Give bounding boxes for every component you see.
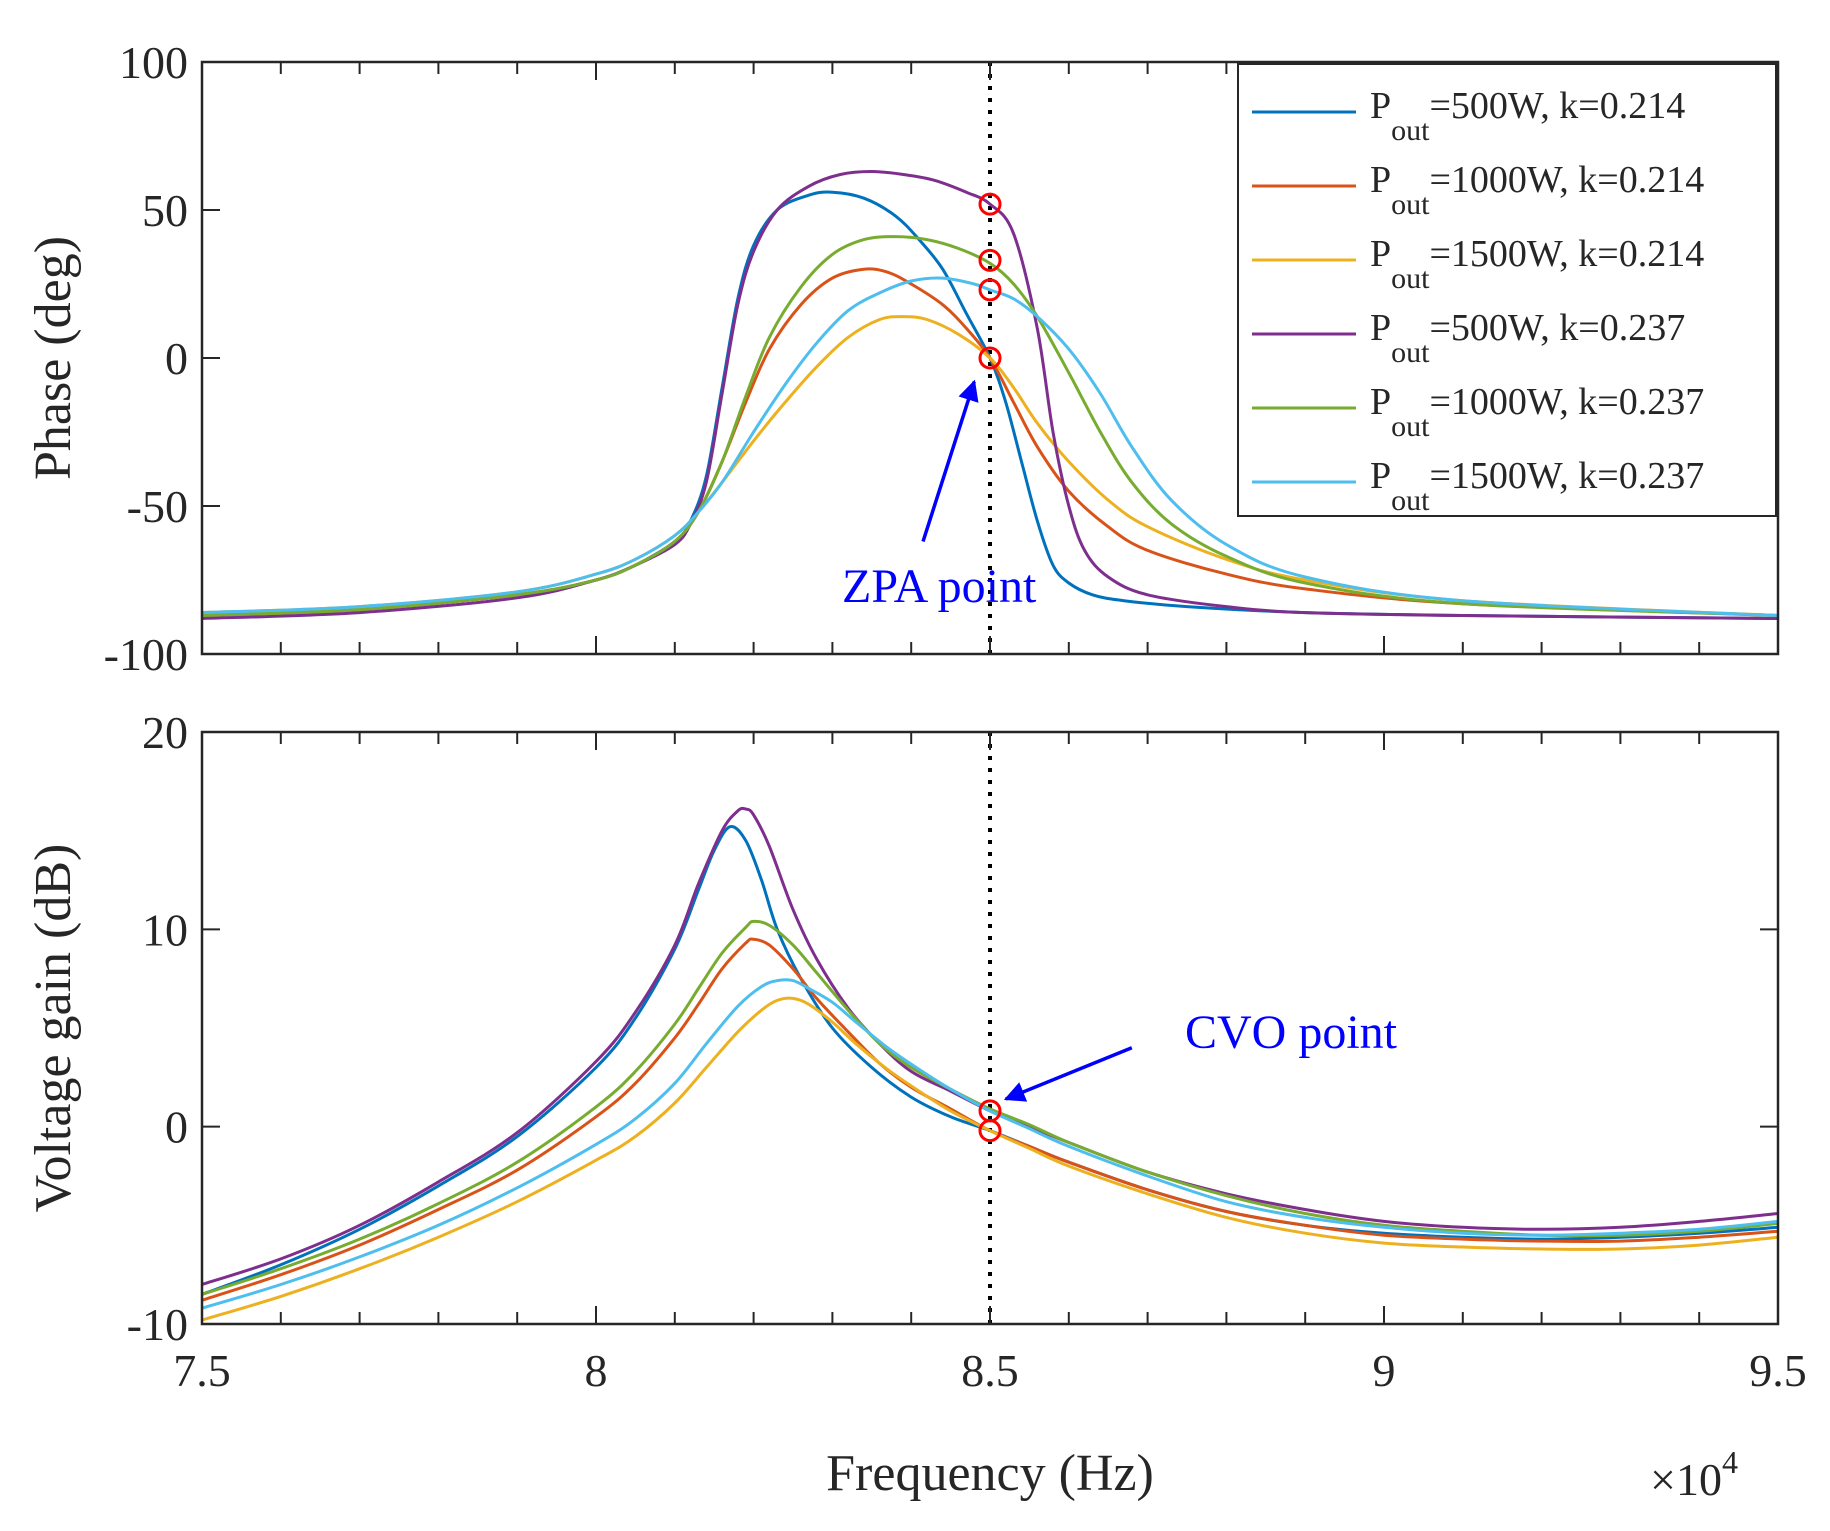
x-axis-label: Frequency (Hz) xyxy=(826,1445,1154,1502)
zpa-point-label: ZPA point xyxy=(842,560,1037,613)
legend-label: Pout=1000W, k=0.237 xyxy=(1370,381,1704,443)
y-tick-label: -100 xyxy=(104,629,188,680)
gain-plot: 7.5 8 8.5 9 9.5 -10 0 10 20 Voltage gain (dB) CV… xyxy=(25,707,1807,1396)
phase-markers xyxy=(978,192,1002,370)
legend: Pout=500W, k=0.214 Pout=1000W, k=0.214 Pou… xyxy=(1237,63,1777,517)
cvo-arrow xyxy=(1003,1046,1133,1102)
gain-series-lines xyxy=(201,806,1779,1322)
series-line xyxy=(201,235,1779,617)
series-line xyxy=(201,824,1779,1296)
x-tick-label: 8 xyxy=(585,1345,608,1396)
gain-ticks: 7.5 8 8.5 9 9.5 -10 0 10 20 xyxy=(127,707,1807,1396)
gain-markers xyxy=(978,1099,1002,1143)
legend-label: Pout=500W, k=0.214 xyxy=(1370,85,1685,147)
y-tick-label: 0 xyxy=(165,1102,188,1153)
marker-circle xyxy=(978,1119,1002,1143)
marker-circle xyxy=(978,192,1002,216)
x-tick-label: 7.5 xyxy=(173,1345,231,1396)
gain-y-axis-label: Voltage gain (dB) xyxy=(25,844,82,1213)
y-tick-label: -50 xyxy=(127,481,188,532)
phase-y-axis-label: Phase (deg) xyxy=(25,236,82,480)
y-tick-label: 10 xyxy=(142,904,188,955)
series-line xyxy=(201,806,1779,1286)
y-tick-label: 0 xyxy=(165,333,188,384)
zpa-arrow xyxy=(921,379,979,543)
legend-box xyxy=(1237,63,1777,517)
phase-ticks: -100 -50 0 50 100 xyxy=(104,37,1779,680)
x-axis-multiplier-exponent: 4 xyxy=(1722,1444,1738,1480)
y-tick-label: 20 xyxy=(142,707,188,758)
series-line xyxy=(201,919,1779,1296)
y-tick-label: -10 xyxy=(127,1299,188,1350)
series-line xyxy=(201,996,1779,1322)
series-line xyxy=(201,276,1779,617)
marker-circle xyxy=(978,346,1002,370)
marker-circle xyxy=(978,278,1002,302)
legend-label: Pout=1000W, k=0.214 xyxy=(1370,159,1704,221)
cvo-point-label: CVO point xyxy=(1185,1006,1398,1059)
x-axis-multiplier: ×104 xyxy=(1650,1444,1738,1505)
phase-plot: -100 -50 0 50 100 Phase (deg) ZPA point Pout… xyxy=(25,37,1780,680)
series-line xyxy=(201,937,1779,1302)
marker-circle xyxy=(978,248,1002,272)
x-tick-label: 8.5 xyxy=(961,1345,1019,1396)
y-tick-label: 50 xyxy=(142,185,188,236)
legend-label: Pout=1500W, k=0.214 xyxy=(1370,233,1704,295)
legend-label: Pout=500W, k=0.237 xyxy=(1370,307,1685,369)
legend-items: Pout=500W, k=0.214 Pout=1000W, k=0.214 Pou… xyxy=(1252,85,1704,517)
series-line xyxy=(201,978,1779,1310)
x-tick-label: 9.5 xyxy=(1749,1345,1807,1396)
legend-label: Pout=1500W, k=0.237 xyxy=(1370,455,1704,517)
y-tick-label: 100 xyxy=(119,37,188,88)
phase-series-lines xyxy=(201,169,1779,620)
x-tick-label: 9 xyxy=(1373,1345,1396,1396)
